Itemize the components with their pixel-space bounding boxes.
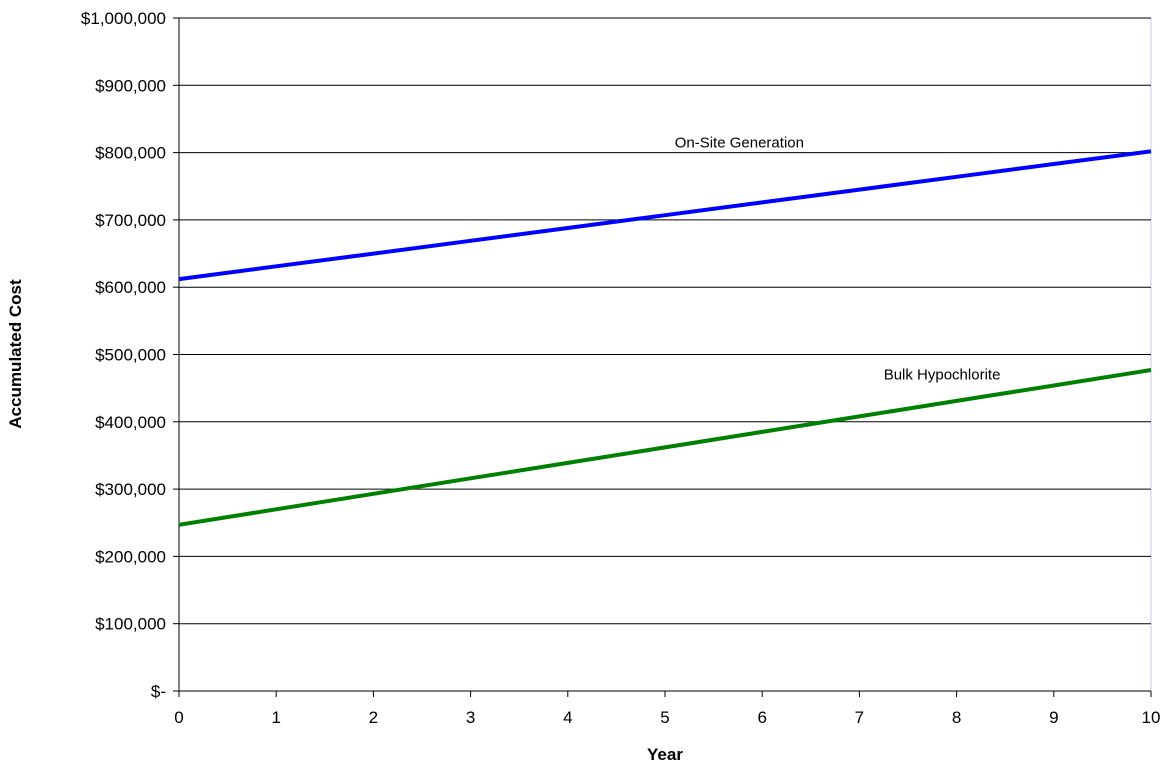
x-tick-label: 9 [1049, 708, 1058, 727]
tick-labels: $- $100,000 $200,000 $300,000 $400,000 $500,0… [81, 9, 1161, 727]
y-tick-label: $500,000 [95, 346, 166, 365]
y-tick-label: $800,000 [95, 144, 166, 163]
x-tick-label: 6 [757, 708, 766, 727]
axes [173, 17, 1152, 697]
y-tick-label: $- [151, 682, 166, 701]
y-axis-title: Accumulated Cost [6, 279, 25, 429]
y-tick-label: $900,000 [95, 76, 166, 95]
x-tick-label: 0 [174, 708, 183, 727]
x-tick-label: 5 [660, 708, 669, 727]
annotation-background [626, 129, 821, 150]
x-tick-label: 3 [466, 708, 475, 727]
x-tick-label: 4 [563, 708, 572, 727]
y-tick-label: $1,000,000 [81, 9, 166, 28]
gridlines [179, 17, 1151, 625]
y-tick-label: $100,000 [95, 615, 166, 634]
series-annotation-label: Bulk Hypochlorite [884, 367, 1001, 384]
x-tick-label: 7 [855, 708, 864, 727]
series-line-bulk-hypochlorite [178, 368, 1152, 527]
x-tick-label: 8 [952, 708, 961, 727]
x-tick-label: 1 [271, 708, 280, 727]
series-line-on-site-generation [178, 149, 1152, 282]
y-tick-label: $600,000 [95, 278, 166, 297]
x-tick-label: 10 [1142, 708, 1161, 727]
x-axis-title: Year [647, 745, 683, 764]
y-tick-label: $400,000 [95, 413, 166, 432]
y-tick-label: $700,000 [95, 211, 166, 230]
x-tick-label: 2 [369, 708, 378, 727]
series-lines [178, 149, 1152, 527]
y-tick-label: $200,000 [95, 547, 166, 566]
series-annotation-label: On-Site Generation [675, 135, 804, 152]
series-annotations: On-Site Generation Bulk Hypochlorite [626, 129, 1001, 384]
y-tick-label: $300,000 [95, 480, 166, 499]
